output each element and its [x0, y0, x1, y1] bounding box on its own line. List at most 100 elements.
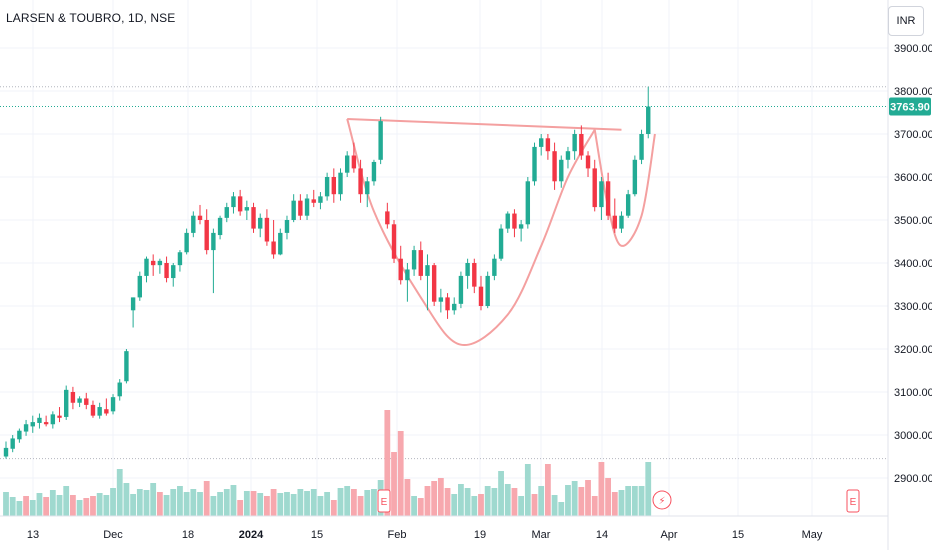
y-tick-label: 3000.00 — [894, 430, 932, 442]
volume-bar — [411, 496, 417, 516]
candle-body — [639, 134, 644, 160]
x-tick-label: Dec — [103, 529, 123, 541]
volume-bar — [484, 486, 491, 516]
candle-body — [445, 297, 450, 311]
candle-body — [244, 207, 250, 211]
candle-body — [117, 382, 122, 397]
volume-bar — [464, 488, 471, 516]
split-marker[interactable]: ⚡ — [652, 490, 672, 510]
volume-bar — [531, 494, 538, 516]
candle-body — [391, 224, 397, 259]
y-tick-label: 3300.00 — [894, 301, 932, 313]
candle-body — [150, 260, 156, 266]
candle-body — [344, 155, 350, 173]
volume-bar — [578, 487, 585, 516]
candle-body — [505, 213, 510, 229]
currency-button[interactable]: INR — [888, 6, 924, 36]
volume-bar — [163, 495, 170, 516]
earnings-marker-frame — [846, 489, 860, 513]
candle-body — [130, 297, 136, 311]
volume-bar — [364, 490, 371, 516]
candle-body — [251, 207, 256, 229]
candle-body — [485, 275, 490, 306]
volume-bar — [70, 495, 76, 516]
volume-bar — [170, 489, 177, 516]
volume-bar — [223, 489, 230, 516]
candle-body — [525, 181, 531, 225]
candle-body — [585, 155, 591, 169]
volume-bar — [76, 500, 83, 516]
event-markers[interactable]: E ⚡ E — [377, 489, 860, 513]
x-tick-label: 15 — [311, 529, 323, 541]
candle-body — [472, 263, 477, 287]
volume-bar — [350, 489, 357, 516]
volume-bar — [371, 489, 377, 516]
candle-body — [579, 134, 584, 156]
x-tick-label: May — [802, 529, 823, 541]
volume-bar — [437, 478, 444, 516]
candle-body — [405, 269, 410, 281]
volume-bar — [297, 489, 304, 516]
volume-bar — [143, 490, 150, 516]
last-price-label: 3763.90 — [890, 102, 930, 114]
volume-bar — [417, 498, 424, 516]
x-tick-label: 2024 — [239, 529, 264, 541]
x-tick-label: Feb — [388, 529, 407, 541]
candle-body — [605, 181, 611, 216]
candle-body — [57, 415, 62, 418]
candle-body — [532, 146, 537, 182]
earnings-marker[interactable]: E — [377, 489, 391, 513]
volume-bar — [56, 495, 63, 516]
volume-bar — [611, 492, 618, 516]
y-tick-label: 3900.00 — [894, 43, 932, 55]
volume-bar — [49, 490, 56, 516]
candle-body — [298, 200, 303, 216]
candle-body — [565, 151, 571, 160]
candle-body — [50, 414, 56, 425]
candle-body — [518, 224, 524, 229]
candle-body — [157, 260, 163, 266]
y-tick-label: 3800.00 — [894, 86, 932, 98]
x-tick-label: Apr — [660, 529, 677, 541]
candle-body — [224, 207, 229, 218]
candle-body — [338, 172, 343, 195]
volume-bar — [103, 495, 110, 516]
volume-bar — [130, 494, 137, 516]
volume-bar — [177, 486, 183, 516]
volume-bar — [156, 492, 163, 516]
volume-bar — [538, 486, 545, 516]
candle-body — [137, 275, 142, 298]
volume-bar — [591, 496, 598, 516]
volume-bar — [190, 489, 197, 516]
candle-body — [144, 258, 149, 276]
earnings-marker[interactable]: E — [846, 489, 860, 513]
candle-body — [77, 398, 82, 403]
candle-body — [378, 121, 383, 160]
candle-body — [231, 196, 236, 208]
chart-title: LARSEN & TOUBRO, 1D, NSE — [6, 11, 176, 25]
volume-bar — [96, 493, 103, 516]
candle-body — [646, 106, 651, 134]
candle-body — [184, 232, 189, 253]
candle-body — [599, 181, 604, 208]
volume-bar — [243, 491, 250, 516]
candle-body — [358, 168, 363, 195]
volume-bar — [63, 486, 70, 516]
volume-bar — [284, 492, 290, 516]
volume-bar — [344, 486, 351, 516]
candle-body — [458, 275, 464, 304]
candle-body — [385, 211, 390, 225]
candle-body — [478, 286, 484, 306]
volume-bar — [324, 492, 331, 516]
candle-body — [592, 168, 597, 208]
candle-body — [418, 250, 423, 276]
x-tick-label: Mar — [532, 529, 551, 541]
pattern-rim-line — [347, 117, 622, 131]
volume-bar — [618, 490, 625, 516]
volume-bar — [645, 462, 652, 516]
candle-body — [237, 196, 243, 212]
volume-bar — [565, 485, 571, 516]
candle-body — [539, 138, 544, 147]
